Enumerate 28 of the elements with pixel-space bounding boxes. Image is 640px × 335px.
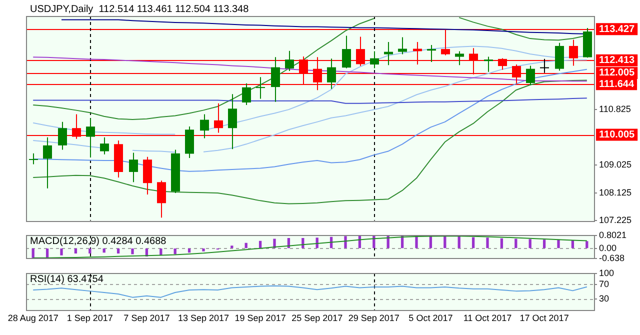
- x-tick-label: 25 Sep 2017: [292, 313, 343, 324]
- chart-title: RSI(14) 63.4754: [30, 274, 104, 286]
- y-tick-label: 108.125: [599, 187, 632, 198]
- x-tick-label: 17 Oct 2017: [520, 313, 569, 324]
- x-tick-label: 13 Sep 2017: [178, 313, 230, 324]
- y-tick-label: 70: [599, 278, 610, 289]
- ref-line-label: 112.413: [599, 55, 636, 66]
- ref-line-label: 110.005: [599, 129, 636, 140]
- y-tick-label: -0.638: [599, 253, 625, 264]
- ref-line-label: 112.005: [599, 68, 636, 79]
- y-tick-label: 0.8021: [599, 230, 627, 240]
- chart-title: MACD(12,26,9) 0.4284 0.4688: [30, 236, 167, 248]
- ref-line-label: 113.427: [599, 24, 636, 35]
- x-tick-label: 7 Sep 2017: [124, 313, 170, 324]
- y-tick-label: 109.025: [599, 159, 632, 170]
- x-tick-label: 19 Sep 2017: [234, 313, 286, 324]
- y-tick-label: 100: [599, 268, 614, 278]
- x-tick-label: 29 Sep 2017: [348, 313, 400, 324]
- x-tick-label: 5 Oct 2017: [408, 313, 453, 324]
- x-tick-label: 11 Oct 2017: [463, 313, 512, 324]
- y-tick-label: 0.00: [599, 242, 617, 253]
- x-tick-label: 1 Sep 2017: [66, 313, 113, 324]
- x-tick-label: 28 Aug 2017: [8, 313, 58, 324]
- y-tick-label: 107.225: [599, 215, 632, 226]
- y-tick-label: 30: [599, 294, 610, 304]
- chart-title: USDJPY,Daily 112.514 113.461 112.504 113.348: [30, 4, 250, 15]
- y-tick-label: 110.825: [599, 104, 631, 114]
- ref-line-label: 111.644: [599, 78, 634, 90]
